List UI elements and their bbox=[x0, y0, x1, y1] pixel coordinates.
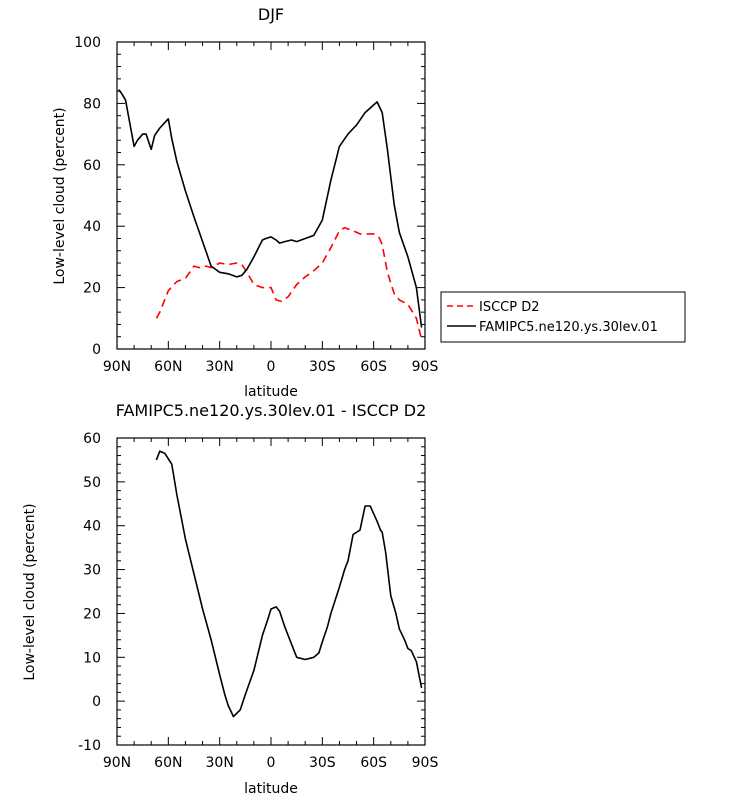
top-panel-y-axis-label: Low-level cloud (percent) bbox=[52, 107, 68, 284]
x-tick-label: 0 bbox=[267, 755, 276, 771]
bottom-panel-title: FAMIPC5.ne120.ys.30lev.01 - ISCCP D2 bbox=[116, 401, 427, 420]
legend: ISCCP D2 FAMIPC5.ne120.ys.30lev.01 bbox=[440, 291, 686, 343]
bottom-panel-x-axis-label: latitude bbox=[244, 781, 298, 797]
x-tick-label: 30N bbox=[206, 755, 234, 771]
y-tick-label: 10 bbox=[83, 650, 101, 666]
y-tick-label: 60 bbox=[83, 431, 101, 447]
x-tick-label: 60N bbox=[154, 755, 182, 771]
y-tick-label: 0 bbox=[92, 694, 101, 710]
x-tick-label: 0 bbox=[267, 359, 276, 375]
bottom-panel: FAMIPC5.ne120.ys.30lev.01 - ISCCP D2 90N… bbox=[22, 401, 438, 797]
y-tick-label: 80 bbox=[83, 96, 101, 112]
x-tick-label: 90S bbox=[412, 755, 439, 771]
bottom-panel-frame bbox=[116, 437, 426, 746]
x-tick-label: 30S bbox=[309, 359, 336, 375]
bottom-panel-y-axis: -10 0 10 20 30 40 50 60 bbox=[78, 431, 425, 754]
series-line-famipc5-ne120-ys-30lev-01-isccp-d2 bbox=[155, 450, 423, 718]
bottom-panel-x-axis: 90N 60N 30N 0 30S 60S 90S bbox=[103, 438, 439, 771]
x-tick-label: 90N bbox=[103, 359, 131, 375]
series-line-isccp-d2 bbox=[155, 226, 423, 340]
x-tick-label: 60S bbox=[360, 755, 387, 771]
legend-label-isccp-d2: ISCCP D2 bbox=[479, 300, 540, 315]
y-tick-label: 60 bbox=[83, 158, 101, 174]
top-panel-title: DJF bbox=[258, 5, 284, 24]
y-tick-label: 100 bbox=[74, 35, 101, 51]
bottom-panel-series bbox=[155, 450, 423, 718]
x-tick-label: 90N bbox=[103, 755, 131, 771]
x-tick-label: 90S bbox=[412, 359, 439, 375]
bottom-panel-y-axis-label: Low-level cloud (percent) bbox=[22, 503, 38, 680]
x-tick-label: 30N bbox=[206, 359, 234, 375]
y-tick-label: 50 bbox=[83, 475, 101, 491]
y-tick-label: -10 bbox=[78, 738, 101, 754]
y-tick-label: 30 bbox=[83, 563, 101, 579]
x-tick-label: 30S bbox=[309, 755, 336, 771]
legend-frame bbox=[440, 291, 686, 343]
series-line-famipc5-ne120-ys-30lev-01 bbox=[118, 89, 423, 328]
y-tick-label: 40 bbox=[83, 219, 101, 235]
x-tick-label: 60N bbox=[154, 359, 182, 375]
legend-label-famipc5: FAMIPC5.ne120.ys.30lev.01 bbox=[479, 320, 658, 335]
y-tick-label: 20 bbox=[83, 606, 101, 622]
top-panel-x-axis: 90N 60N 30N 0 30S 60S 90S bbox=[103, 42, 439, 375]
top-panel: DJF 90N 60N 30N 0 30S 60S 90S 0 20 40 60 80 100 lat… bbox=[52, 5, 438, 400]
y-tick-label: 0 bbox=[92, 342, 101, 358]
x-tick-label: 60S bbox=[360, 359, 387, 375]
top-panel-x-axis-label: latitude bbox=[244, 384, 298, 400]
top-panel-series bbox=[118, 89, 423, 340]
y-tick-label: 40 bbox=[83, 519, 101, 535]
y-tick-label: 20 bbox=[83, 281, 101, 297]
top-panel-y-axis: 0 20 40 60 80 100 bbox=[74, 35, 425, 358]
